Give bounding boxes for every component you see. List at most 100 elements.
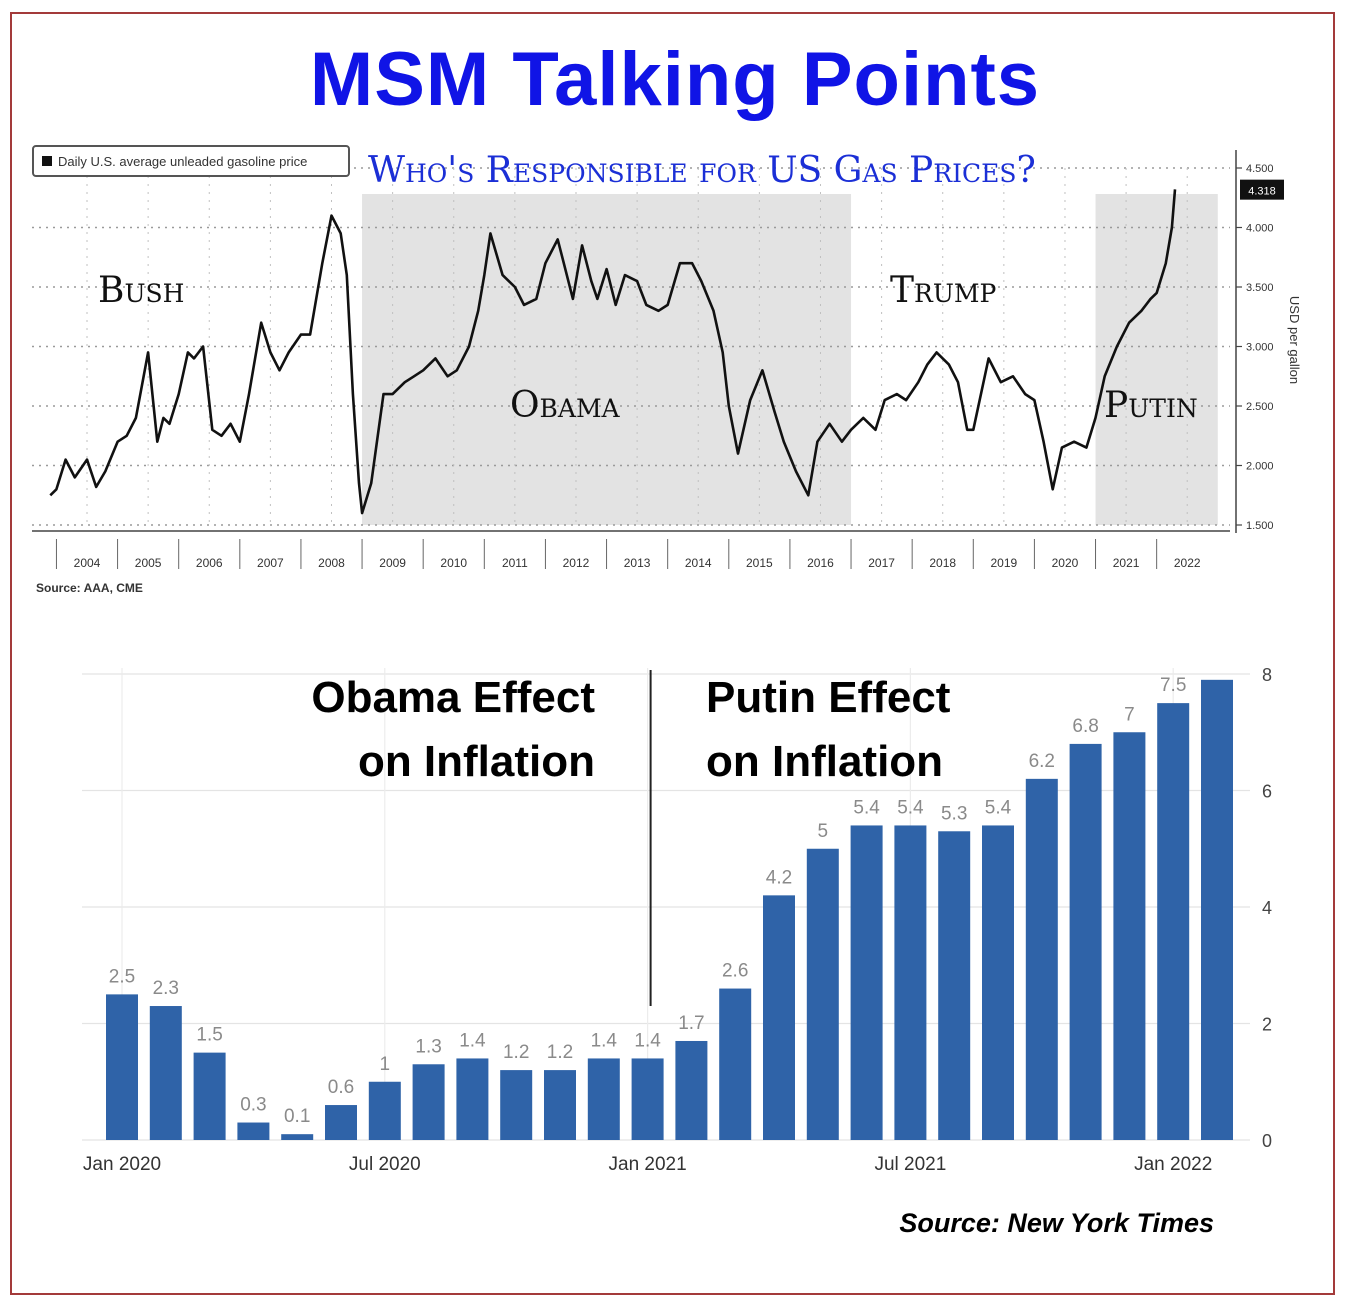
inflation-bar [237,1122,270,1140]
gas-x-tick-label-16: 2020 [1052,556,1079,570]
inflation-bar [894,825,927,1140]
gas-x-tick-label-13: 2017 [868,556,895,570]
outer-frame [10,12,1335,1295]
putin-effect-line2: on Inflation [706,737,944,786]
current-value-badge [1240,179,1284,200]
gas-chart-title: Who's Responsible for US Gas Prices? [368,150,1036,191]
inflation-bar [631,1058,664,1140]
inflation-bar [1113,732,1146,1140]
era-shade-1 [362,194,852,525]
inflation-bar [1157,703,1190,1140]
inflation-bar [193,1052,226,1140]
inflation-bar-label: 7.5 [1160,675,1186,696]
inflation-bar [412,1064,445,1140]
gas-x-tick-label-2: 2006 [196,556,223,570]
gas-price-line [49,189,1177,515]
cpi-y-tick-label-2: 4 [1262,898,1272,918]
gas-x-tick-label-9: 2013 [624,556,651,570]
cpi-y-tick-label-0: 0 [1262,1131,1272,1151]
gas-chart-legend: Daily U.S. average unleaded gasoline pri… [32,145,350,177]
inflation-bar-label: 1.2 [547,1042,573,1063]
putin-effect-label: Putin Effect on Inflation [706,666,1026,794]
inflation-bar [806,848,839,1140]
gas-y-tick-label-5: 4.000 [1246,223,1274,235]
inflation-bar [850,825,883,1140]
gas-x-tick-label-10: 2014 [685,556,712,570]
inflation-bar-label: 1.7 [678,1013,704,1034]
gas-x-tick-label-4: 2008 [318,556,345,570]
inflation-bar-label: 5.3 [941,803,967,824]
gas-x-tick-label-15: 2019 [990,556,1017,570]
inflation-bar-label: 6.2 [1029,751,1055,772]
inflation-bar [1025,778,1058,1140]
inflation-bar-label: 1 [380,1054,391,1075]
inflation-bar-label: 6.8 [1072,716,1098,737]
era-label-trump: Trump [890,270,997,311]
cpi-x-tick-label-4: Jan 2022 [1134,1154,1212,1175]
gas-y-tick-label-3: 3.000 [1246,342,1274,354]
cpi-y-tick-label-4: 8 [1262,665,1272,685]
cpi-y-tick-label-3: 6 [1262,782,1272,802]
obama-effect-label: Obama Effect on Inflation [240,666,595,794]
gas-x-tick-label-7: 2011 [502,556,528,570]
gas-chart-source: Source: AAA, CME [36,581,143,595]
inflation-bar-label: 1.5 [196,1025,222,1046]
cpi-x-tick-label-2: Jan 2021 [609,1154,687,1175]
gas-x-tick-label-6: 2010 [440,556,467,570]
inflation-bar-label: 2.6 [722,961,748,982]
inflation-bar-label: 5 [818,821,829,842]
inflation-bar-label: 1.3 [415,1036,441,1057]
current-value-label: 4.318 [1248,186,1276,198]
era-shade-3 [1095,194,1218,525]
gas-x-tick-label-17: 2021 [1113,556,1140,570]
inflation-bar [938,831,971,1140]
gas-x-tick-label-0: 2004 [74,556,101,570]
cpi-x-tick-label-0: Jan 2020 [83,1154,161,1175]
gas-x-tick-label-3: 2007 [257,556,284,570]
inflation-bar [456,1058,489,1140]
inflation-chart-source: Source: New York Times [899,1208,1214,1238]
inflation-bar [719,988,752,1140]
inflation-bar-label: 1.4 [459,1030,486,1051]
inflation-bar [281,1134,314,1140]
inflation-bar [106,994,138,1140]
gas-x-tick-label-14: 2018 [929,556,956,570]
gas-y-tick-label-4: 3.500 [1246,282,1274,294]
gas-x-tick-label-1: 2005 [135,556,162,570]
obama-effect-line2: on Inflation [357,737,595,786]
cpi-y-tick-label-1: 2 [1262,1015,1272,1035]
inflation-bar [500,1070,533,1140]
inflation-bar-label: 1.4 [634,1030,661,1051]
inflation-bar-label: 0.6 [328,1077,354,1098]
inflation-bar [763,895,795,1140]
era-label-putin: Putin [1104,385,1198,426]
inflation-bar [1069,743,1102,1140]
gas-y-tick-label-1: 2.000 [1246,461,1274,473]
gas-y-tick-label-0: 1.500 [1246,520,1274,532]
inflation-bar [149,1006,182,1140]
legend-label: Daily U.S. average unleaded gasoline pri… [58,153,308,169]
gas-x-tick-label-12: 2016 [807,556,834,570]
legend-swatch [42,156,52,166]
inflation-bar [587,1058,620,1140]
era-label-obama: Obama [510,385,620,426]
inflation-bar-label: 5.4 [985,797,1012,818]
inflation-bar [675,1040,708,1140]
inflation-bar [982,825,1014,1140]
inflation-bar-label: 2.5 [109,966,135,987]
obama-effect-line1: Obama Effect [311,673,595,722]
inflation-bar-label: 1.2 [503,1042,529,1063]
inflation-bar-label: 5.4 [897,797,924,818]
inflation-bar [368,1081,401,1140]
gas-x-tick-label-8: 2012 [563,556,590,570]
inflation-bar-label: 2.3 [153,978,179,999]
inflation-bar-label: 5.4 [853,797,880,818]
gas-y-tick-label-2: 2.500 [1246,401,1274,413]
inflation-bar [544,1070,576,1140]
gas-x-tick-label-18: 2022 [1174,556,1201,570]
gas-x-tick-label-5: 2009 [379,556,406,570]
inflation-bar-label: 0.1 [284,1106,310,1127]
cpi-x-tick-label-3: Jul 2021 [874,1154,946,1175]
era-label-bush: Bush [98,270,185,311]
